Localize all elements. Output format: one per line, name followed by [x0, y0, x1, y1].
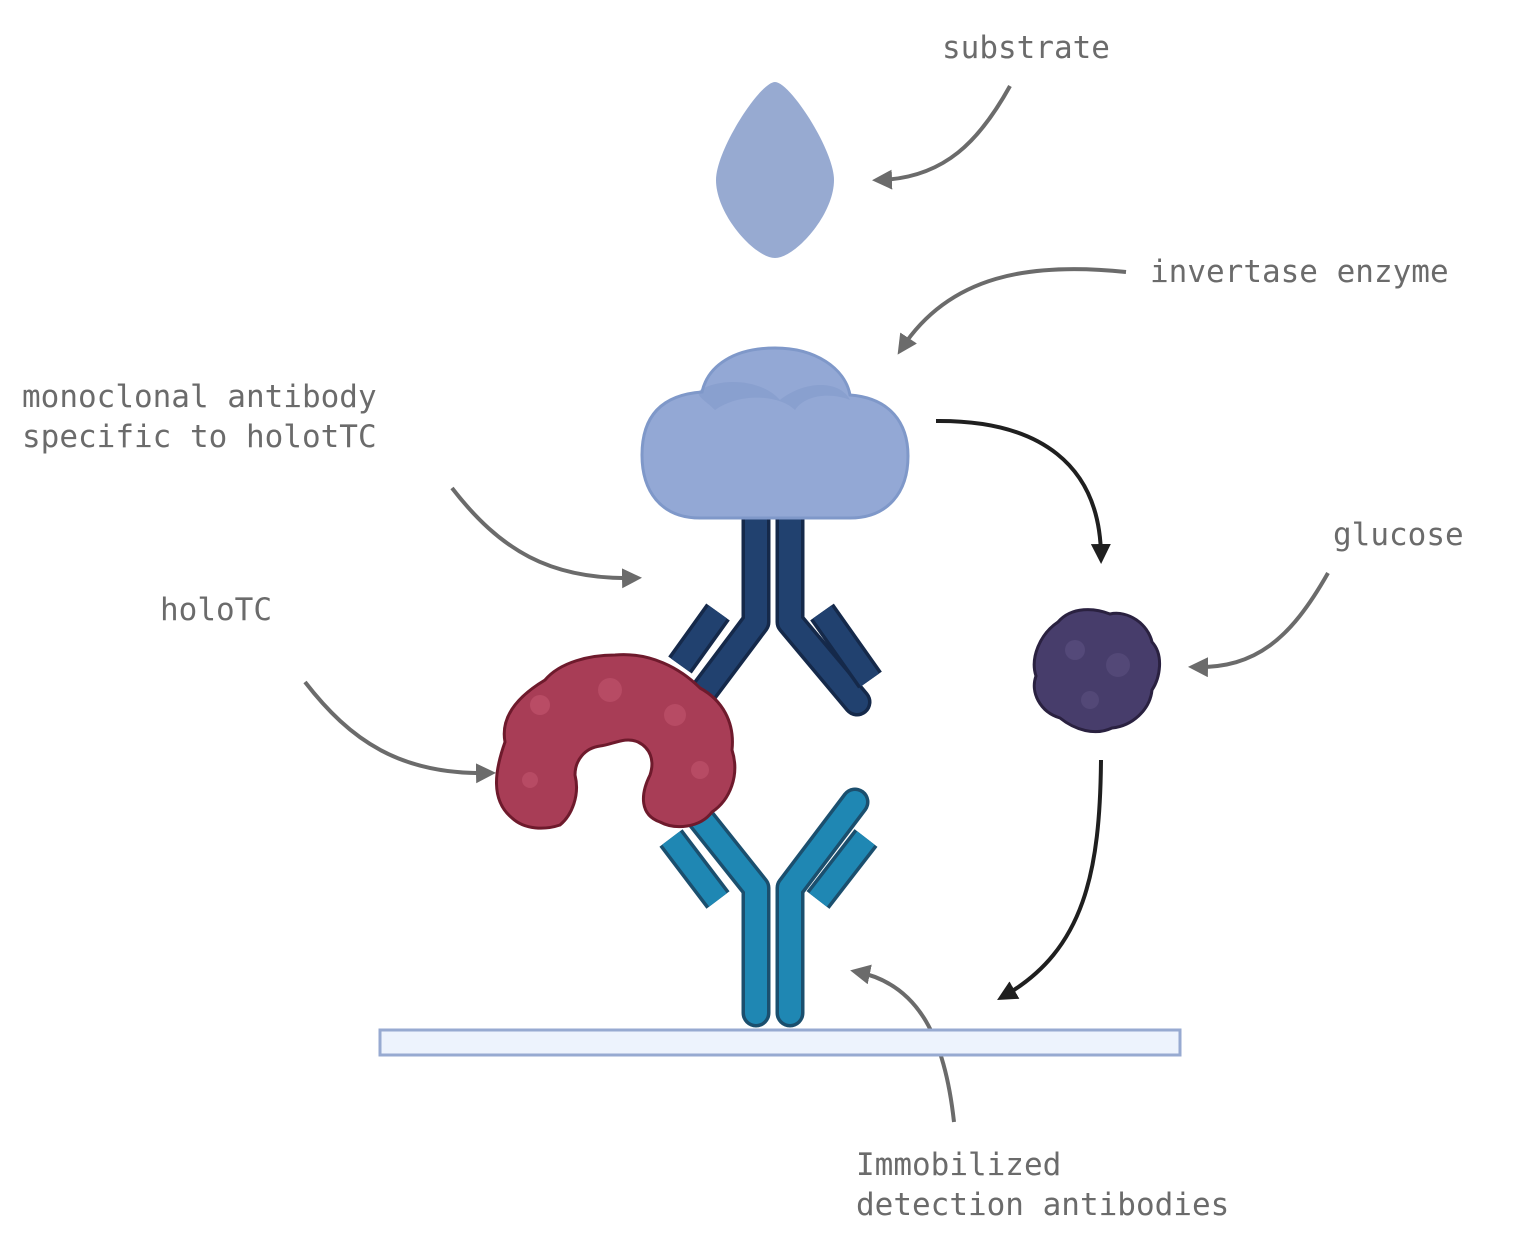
label-monoclonal-antibody-line2: specific to holotTC — [22, 419, 377, 455]
arrow-holotc — [303, 680, 496, 784]
label-substrate: substrate — [942, 30, 1110, 66]
arrow-substrate — [872, 85, 1012, 190]
arrow-antibody — [450, 486, 642, 589]
detection-antibody — [659, 785, 878, 1028]
label-glucose: glucose — [1333, 517, 1464, 553]
invertase-enzyme-shape — [640, 346, 910, 520]
arrow-glucose-to-plate — [997, 759, 1103, 1000]
substrate-shape — [716, 82, 834, 258]
arrow-immobilized — [850, 964, 956, 1123]
label-immobilized-line2: detection antibodies — [856, 1187, 1229, 1223]
monoclonal-antibody — [668, 480, 882, 725]
glucose-molecule — [1032, 608, 1161, 734]
arrow-glucose — [1188, 572, 1330, 678]
label-monoclonal-antibody-line1: monoclonal antibody — [22, 379, 377, 415]
label-holotc: holoTC — [160, 592, 272, 628]
arrow-invertase — [897, 267, 1127, 355]
label-immobilized-line1: Immobilized — [856, 1147, 1061, 1183]
solid-surface-plate — [378, 1028, 1182, 1057]
arrow-enzyme-to-glucose — [935, 418, 1111, 564]
label-invertase-enzyme: invertase enzyme — [1150, 254, 1449, 290]
holotc-protein — [495, 653, 737, 830]
